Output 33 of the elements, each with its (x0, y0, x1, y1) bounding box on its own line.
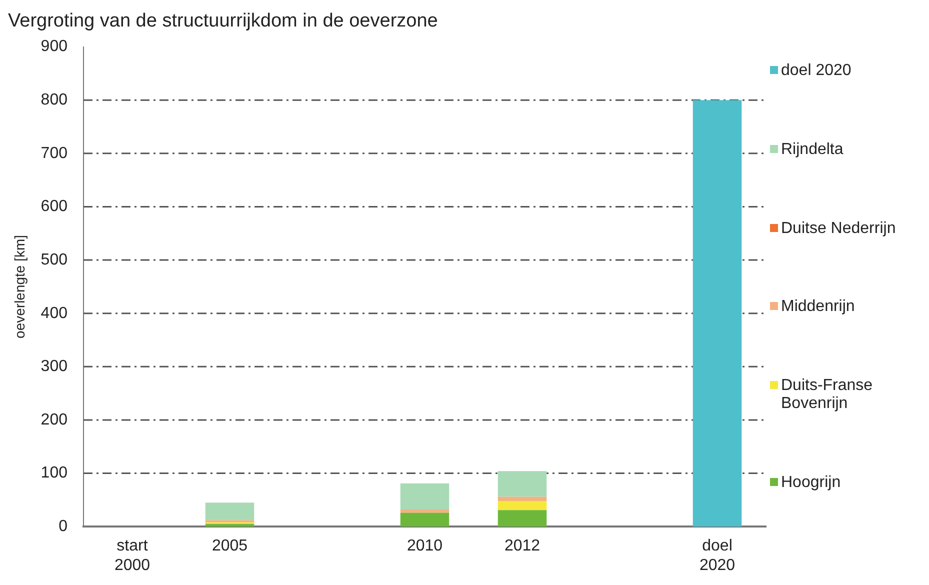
x-tick-label: 2005 (212, 538, 248, 555)
bar (692, 100, 742, 527)
legend-label: Duits-Franse Bovenrijn (781, 377, 874, 414)
y-axis-title: oeverlengte [km] (11, 234, 28, 338)
legend-label: doel 2020 (781, 62, 852, 80)
chart-title: Vergroting van de structuurrijkdom in de oeverzone (8, 10, 438, 32)
bar (205, 524, 254, 527)
bar (498, 471, 547, 497)
legend-label: Duitse Nederrijn (781, 220, 896, 238)
y-tick-label: 600 (40, 198, 68, 216)
bar (498, 510, 547, 527)
y-tick-label: 300 (40, 358, 68, 376)
x-tick-label: 2010 (406, 538, 443, 555)
y-tick-label: 700 (40, 144, 68, 162)
y-tick-label: 500 (40, 251, 68, 268)
bar (400, 510, 450, 513)
bar (400, 512, 450, 527)
y-tick-label: 0 (58, 518, 68, 536)
y-tick-label: 400 (40, 304, 68, 322)
x-tick-label: 2012 (504, 538, 540, 555)
bar (498, 496, 547, 502)
legend-label: Middenrijn (781, 298, 855, 316)
y-tick-label: 900 (40, 38, 68, 56)
bar (400, 483, 450, 510)
y-tick-label: 100 (40, 464, 68, 482)
y-tick-label: 800 (40, 92, 68, 109)
bar (498, 501, 547, 510)
x-tick-label: start 2000 (114, 538, 150, 574)
legend-label: Hoogrijn (781, 474, 841, 492)
bar (205, 502, 254, 520)
x-tick-label: doel 2020 (699, 538, 736, 574)
y-tick-label: 200 (40, 411, 68, 428)
legend-label: Rijndelta (781, 140, 844, 159)
